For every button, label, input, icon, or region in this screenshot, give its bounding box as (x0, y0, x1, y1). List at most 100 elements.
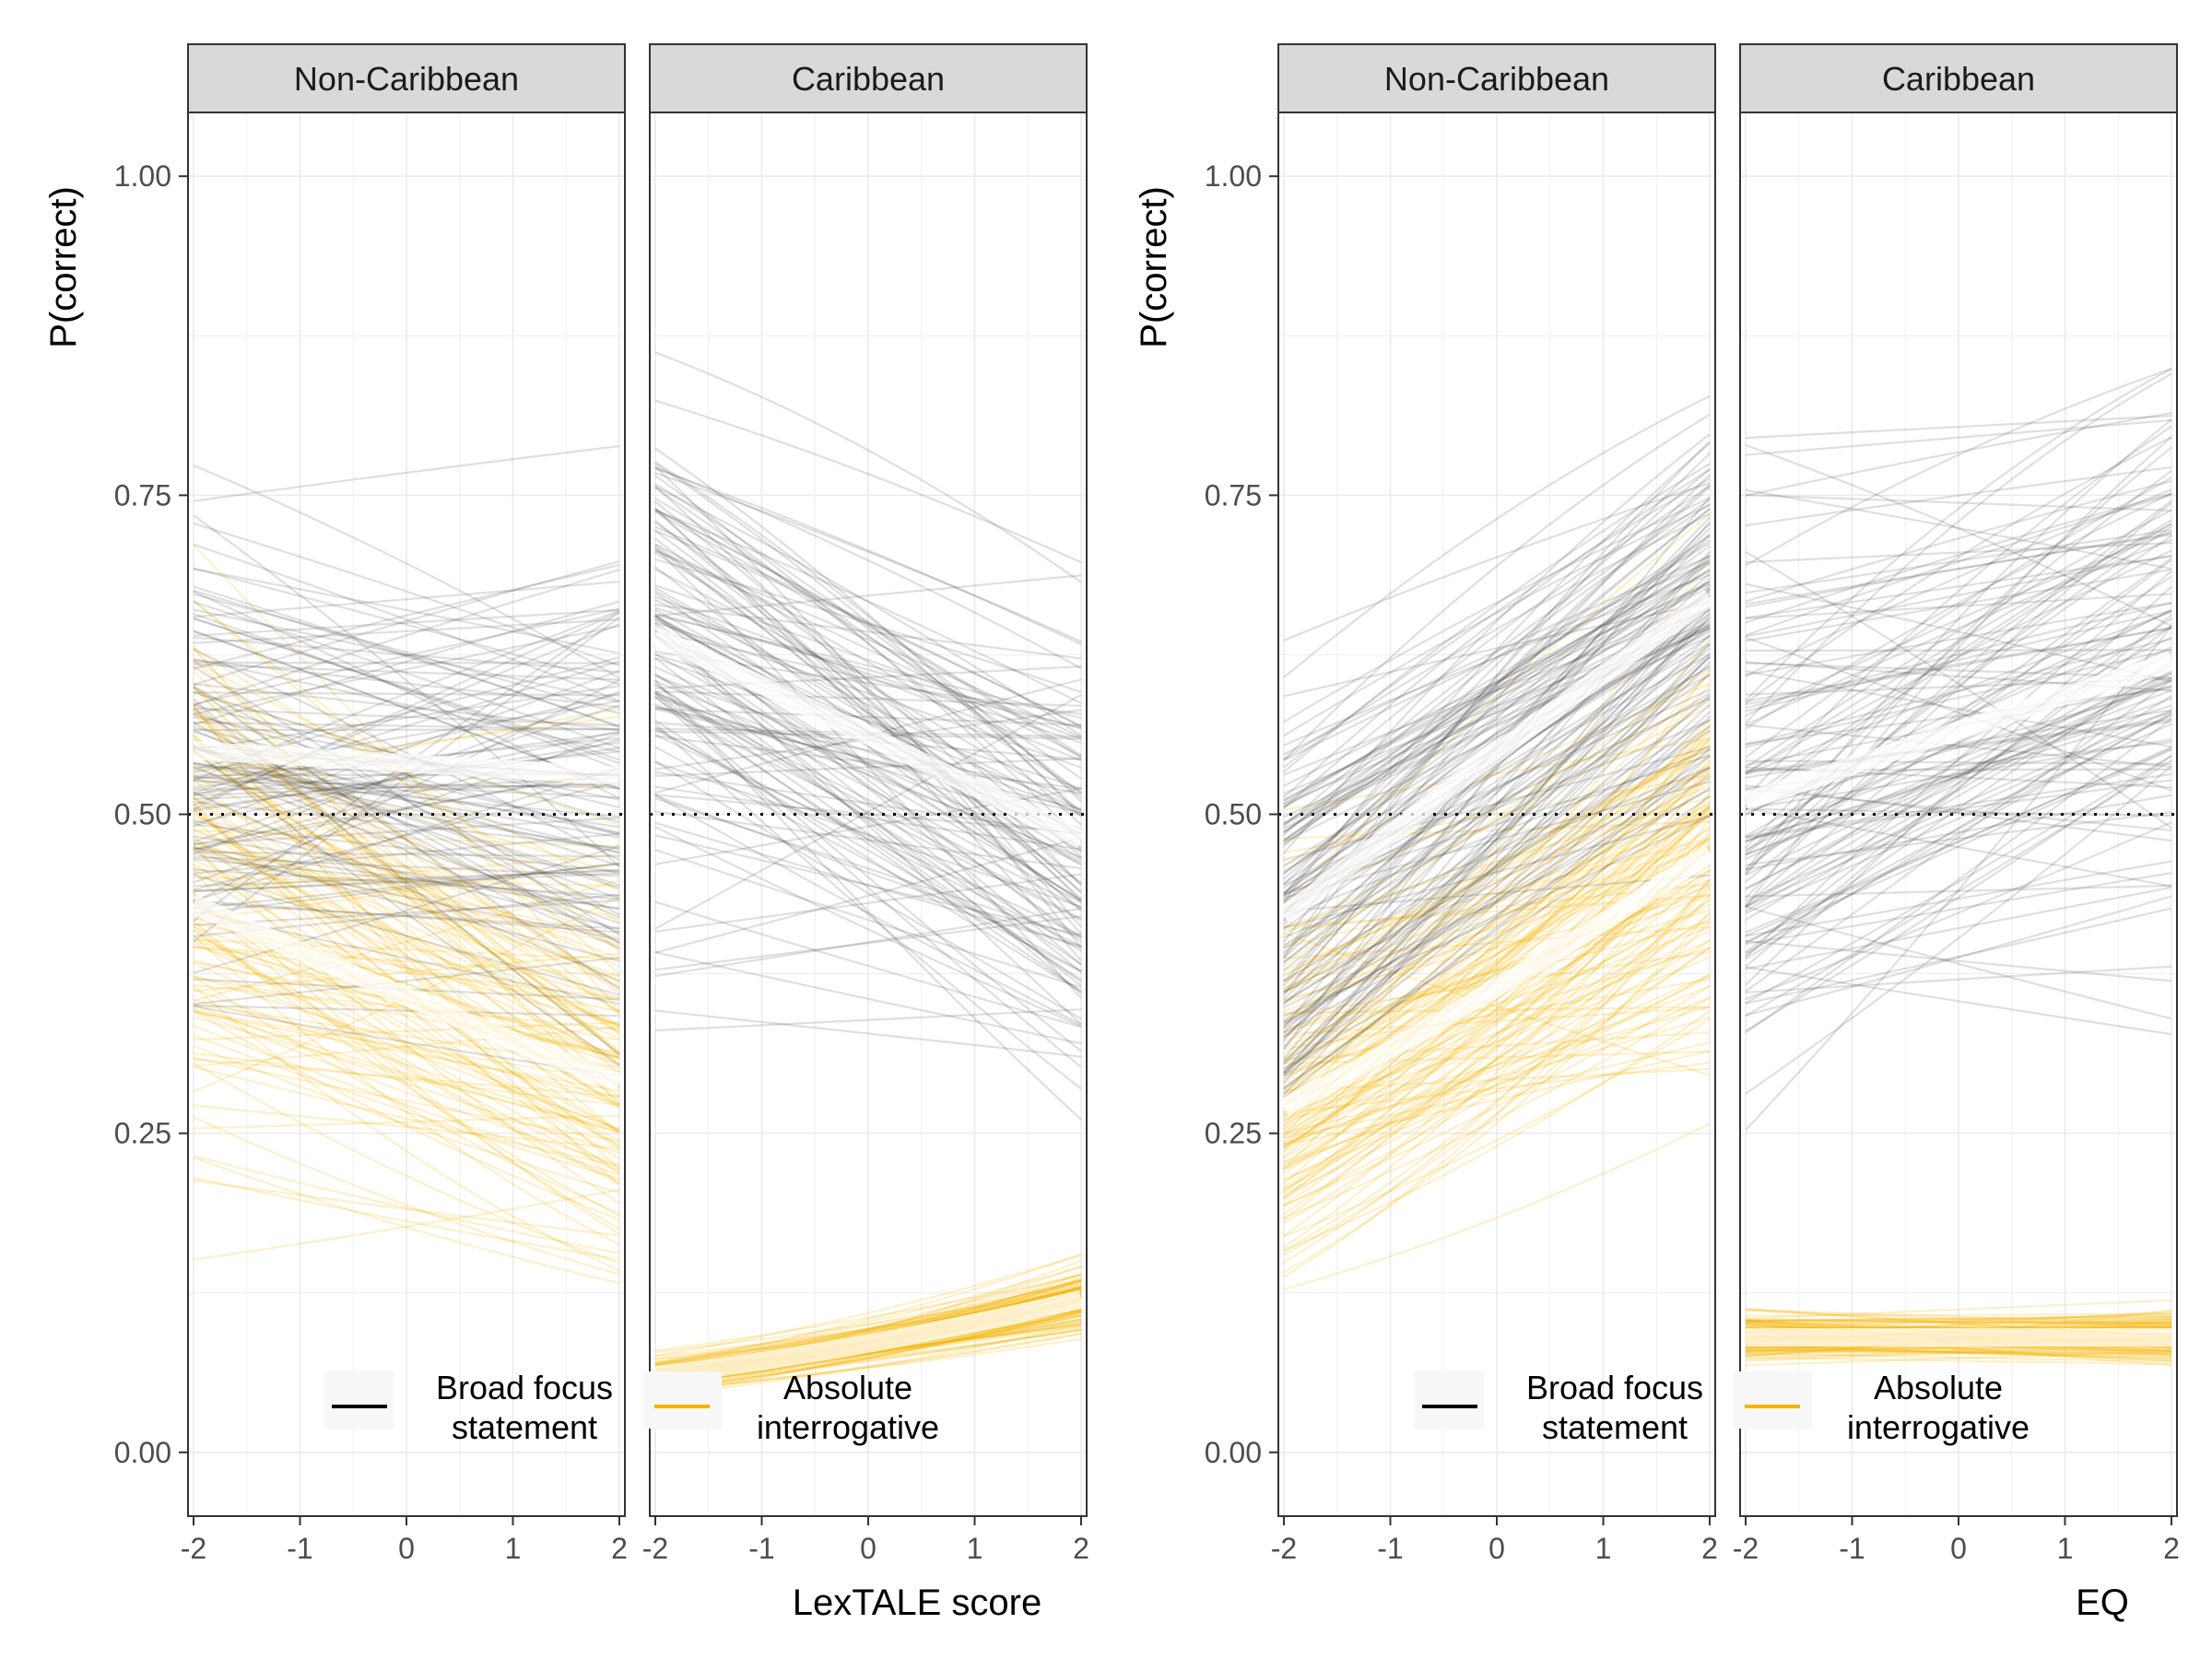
posterior-draw-line (1283, 635, 1711, 930)
legend-label-broad-focus-line2: statement (1542, 1408, 1688, 1446)
posterior-draw-line (1283, 512, 1711, 760)
posterior-draw-line (1283, 553, 1711, 1060)
posterior-draw-line (654, 461, 1082, 803)
posterior-draw-line (654, 695, 1082, 1068)
posterior-draw-line (193, 846, 620, 962)
posterior-draw-line (1745, 532, 2172, 608)
posterior-draw-line (193, 1062, 620, 1265)
posterior-draw-line (654, 1279, 1082, 1365)
y-tick-label: 0.75 (114, 478, 171, 512)
facet-strip-label: Caribbean (1882, 60, 2035, 98)
posterior-draw-line (193, 900, 620, 934)
posterior-draw-line (1745, 570, 2172, 959)
posterior-draw-line (193, 1004, 620, 1018)
posterior-draw-line (1745, 649, 2172, 653)
posterior-draw-line (1745, 748, 2172, 943)
posterior-draw-line (1283, 828, 1711, 1070)
posterior-draw-line (1283, 554, 1711, 808)
posterior-draws (188, 444, 625, 1285)
posterior-draw-line (1745, 939, 2172, 982)
posterior-draw-line (654, 834, 1082, 936)
posterior-draw-line (1745, 549, 2172, 774)
posterior-draw-line (654, 584, 1082, 741)
posterior-draw-line (654, 728, 1082, 947)
posterior-draw-line (1745, 368, 2172, 701)
posterior-draw-line (654, 537, 1082, 894)
posterior-draw-line (1283, 925, 1711, 959)
posterior-draw-line (1745, 493, 2172, 637)
posterior-draw-line (1283, 508, 1711, 886)
posterior-draw-line (193, 669, 620, 828)
posterior-draw-line (1283, 746, 1711, 982)
posterior-draw-line (1283, 900, 1711, 1126)
posterior-draw-line (654, 614, 1082, 720)
posterior-draw-line (1283, 711, 1711, 1078)
posterior-draw-line (654, 547, 1082, 893)
posterior-draw-line (193, 738, 620, 852)
chart-lextale: P(correct) LexTALE score Non-Caribbean -… (43, 43, 1089, 1623)
posterior-draw-line (1283, 912, 1711, 1274)
posterior-draw-line (193, 816, 620, 920)
posterior-draw-line (1283, 755, 1711, 1029)
posterior-draw-line (1745, 525, 2172, 856)
posterior-draw-line (1745, 1347, 2172, 1356)
posterior-draw-line (1283, 583, 1711, 787)
posterior-draw-line (1283, 792, 1711, 1194)
posterior-draw-line (1283, 583, 1711, 1075)
posterior-draw-line (654, 680, 1082, 865)
posterior-draw-line (193, 585, 620, 729)
posterior-draw-line (1283, 820, 1711, 840)
posterior-draw-line (193, 844, 620, 974)
posterior-draw-line (193, 705, 620, 1171)
posterior-draw-line (1745, 788, 2172, 832)
posterior-draw-line (193, 925, 620, 1182)
posterior-draw-line (193, 780, 620, 789)
posterior-draw-line (1283, 394, 1711, 678)
posterior-draw-line (654, 487, 1082, 826)
posterior-draw-line (193, 648, 620, 862)
posterior-draw-line (654, 497, 1082, 795)
posterior-draw-line (1283, 731, 1711, 1147)
posterior-draw-line (1745, 1349, 2172, 1358)
posterior-draw-line (193, 778, 620, 851)
posterior-draws (1277, 394, 1715, 1291)
posterior-draw-line (654, 529, 1082, 727)
posterior-draw-line (654, 525, 1082, 728)
posterior-draw-line (1745, 636, 2172, 852)
posterior-draw-line (654, 507, 1082, 962)
posterior-draw-line (1283, 586, 1711, 802)
posterior-draw-line (1283, 601, 1711, 698)
posterior-draw-line (193, 767, 620, 902)
posterior-draw-line (1745, 784, 2172, 842)
posterior-draw-line (193, 862, 620, 915)
posterior-draw-line (193, 663, 620, 681)
posterior-draw-line (193, 1009, 620, 1221)
posterior-draw-line (1745, 712, 2172, 955)
posterior-draw-line (193, 1116, 620, 1276)
posterior-draw-line (1283, 771, 1711, 1200)
posterior-draw-line (1745, 1320, 2172, 1324)
posterior-draw-line (1745, 1319, 2172, 1323)
posterior-draw-line (654, 821, 1082, 947)
posterior-draw-line (1283, 1006, 1711, 1036)
posterior-draw-line (1745, 1321, 2172, 1324)
posterior-draw-line (1745, 618, 2172, 908)
posterior-draw-line (1283, 667, 1711, 967)
posterior-draw-line (654, 511, 1082, 780)
posterior-draw-line (193, 522, 620, 667)
posterior-draw-line (193, 728, 620, 732)
posterior-draw-line (654, 615, 1082, 884)
posterior-draw-line (654, 1253, 1082, 1357)
posterior-draw-line (1745, 557, 2172, 883)
posterior-draw-line (1745, 766, 2172, 789)
posterior-draw-line (1745, 884, 2172, 898)
posterior-draw-line (193, 623, 620, 807)
posterior-draw-line (1745, 1315, 2172, 1323)
posterior-draw-line (654, 1282, 1082, 1368)
posterior-draw-line (1745, 772, 2172, 839)
posterior-draw-line (193, 730, 620, 825)
x-tick-label: 1 (1595, 1532, 1612, 1565)
posterior-draw-line (1283, 643, 1711, 964)
x-tick-label: 2 (611, 1532, 628, 1565)
posterior-draw-line (193, 1010, 620, 1083)
